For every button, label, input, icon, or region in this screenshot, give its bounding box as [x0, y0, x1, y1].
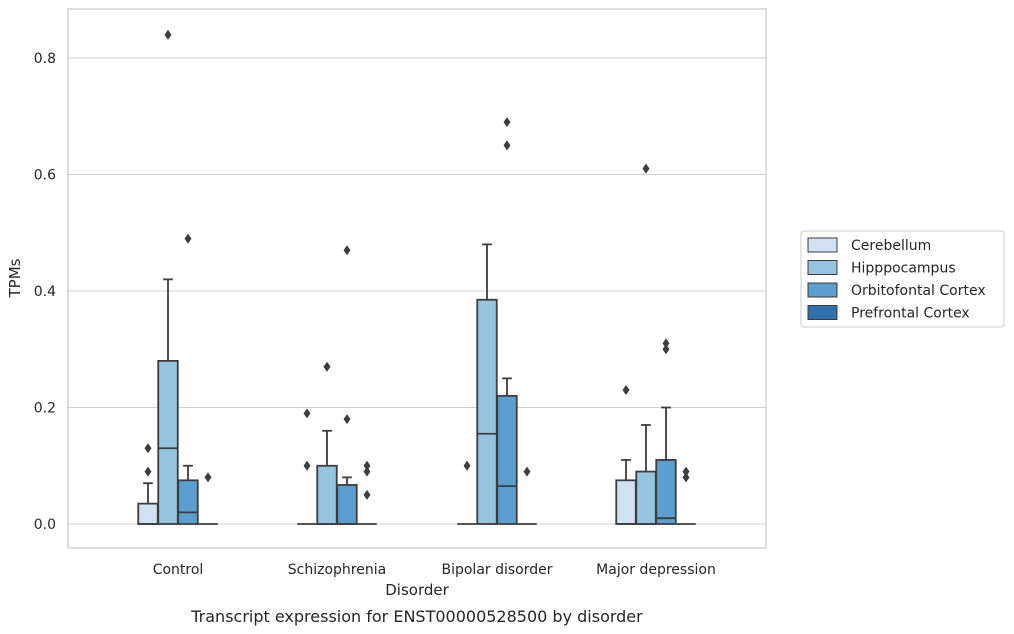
box-body	[496, 394, 518, 525]
y-tick-label: 0.6	[34, 168, 56, 184]
outlier-point	[622, 385, 630, 396]
outlier-point	[303, 408, 311, 419]
box-body	[655, 459, 677, 525]
outlier-point	[144, 466, 152, 477]
outlier-point	[463, 460, 471, 471]
legend-frame	[800, 230, 1005, 328]
legend-label: Orbitofontal Cortex	[851, 283, 986, 299]
x-tick-label: Major depression	[596, 562, 716, 578]
box-prefrontal-cortex	[357, 460, 377, 525]
box-body	[137, 502, 159, 525]
legend-label: Hipppocampus	[851, 261, 956, 277]
plot-frame	[67, 8, 767, 549]
legend-swatch	[807, 237, 838, 253]
category-group	[137, 29, 218, 525]
box-orbitofontal-cortex	[336, 245, 358, 525]
outlier-point	[363, 489, 371, 500]
y-axis-label: TPMs	[6, 258, 24, 298]
legend-label: Prefrontal Cortex	[851, 306, 970, 322]
outlier-point	[343, 414, 351, 425]
outlier-point	[363, 460, 371, 471]
box-body	[316, 464, 338, 525]
box-prefrontal-cortex	[198, 472, 218, 525]
x-axis-label: Disorder	[385, 581, 449, 599]
box-body	[476, 298, 498, 525]
y-tick-label: 0.4	[34, 284, 56, 300]
outlier-point	[662, 344, 670, 355]
outlier-point	[343, 245, 351, 256]
outlier-point	[682, 466, 690, 477]
category-group	[615, 163, 696, 525]
outlier-point	[184, 233, 192, 244]
box-body	[635, 470, 657, 525]
box-orbitofontal-cortex	[496, 117, 518, 525]
x-tick-label: Schizophrenia	[288, 562, 386, 578]
outlier-point	[662, 338, 670, 349]
chart-caption: Transcript expression for ENST0000052850…	[190, 607, 643, 626]
outlier-point	[323, 361, 331, 372]
y-tick-labels: 0.0 0.2 0.4 0.6 0.8	[34, 51, 56, 533]
box-hipppocampus	[635, 163, 657, 525]
outlier-point	[363, 466, 371, 477]
outlier-point	[303, 460, 311, 471]
x-tick-label: Control	[153, 562, 204, 578]
legend-swatch	[807, 260, 838, 275]
box-body	[157, 359, 179, 525]
box-orbitofontal-cortex	[655, 338, 677, 525]
y-tick-label: 0.8	[34, 51, 56, 67]
category-group	[297, 245, 377, 525]
box-hipppocampus	[316, 361, 338, 525]
outlier-point	[682, 472, 690, 483]
category-group	[457, 117, 537, 525]
box-cerebellum	[457, 460, 477, 525]
legend-label: Cerebellum	[851, 238, 931, 254]
outlier-point	[164, 29, 172, 40]
box-cerebellum	[137, 443, 159, 525]
box-body	[336, 484, 358, 525]
outlier-point	[204, 472, 212, 483]
box-cerebellum	[297, 408, 317, 525]
outlier-point	[503, 140, 511, 151]
x-tick-labels: Control Schizophrenia Bipolar disorder Majo…	[153, 562, 716, 578]
box-body	[177, 479, 199, 525]
outlier-point	[144, 443, 152, 454]
y-tick-label: 0.0	[34, 517, 56, 533]
box-body	[615, 479, 637, 525]
legend-swatch	[807, 305, 838, 320]
box-prefrontal-cortex	[676, 466, 696, 525]
box-orbitofontal-cortex	[177, 233, 199, 525]
outlier-point	[642, 163, 650, 174]
y-tick-label: 0.2	[34, 401, 56, 417]
outlier-point	[503, 117, 511, 128]
plot-background	[68, 9, 766, 548]
outlier-point	[523, 466, 531, 477]
x-tick-label: Bipolar disorder	[441, 562, 552, 578]
box-prefrontal-cortex	[517, 466, 537, 525]
legend-swatch	[807, 282, 838, 298]
legend: Cerebellum Hipppocampus Orbitofontal Corte…	[800, 230, 1005, 328]
box-groups	[137, 29, 696, 525]
box-hipppocampus	[157, 29, 179, 525]
